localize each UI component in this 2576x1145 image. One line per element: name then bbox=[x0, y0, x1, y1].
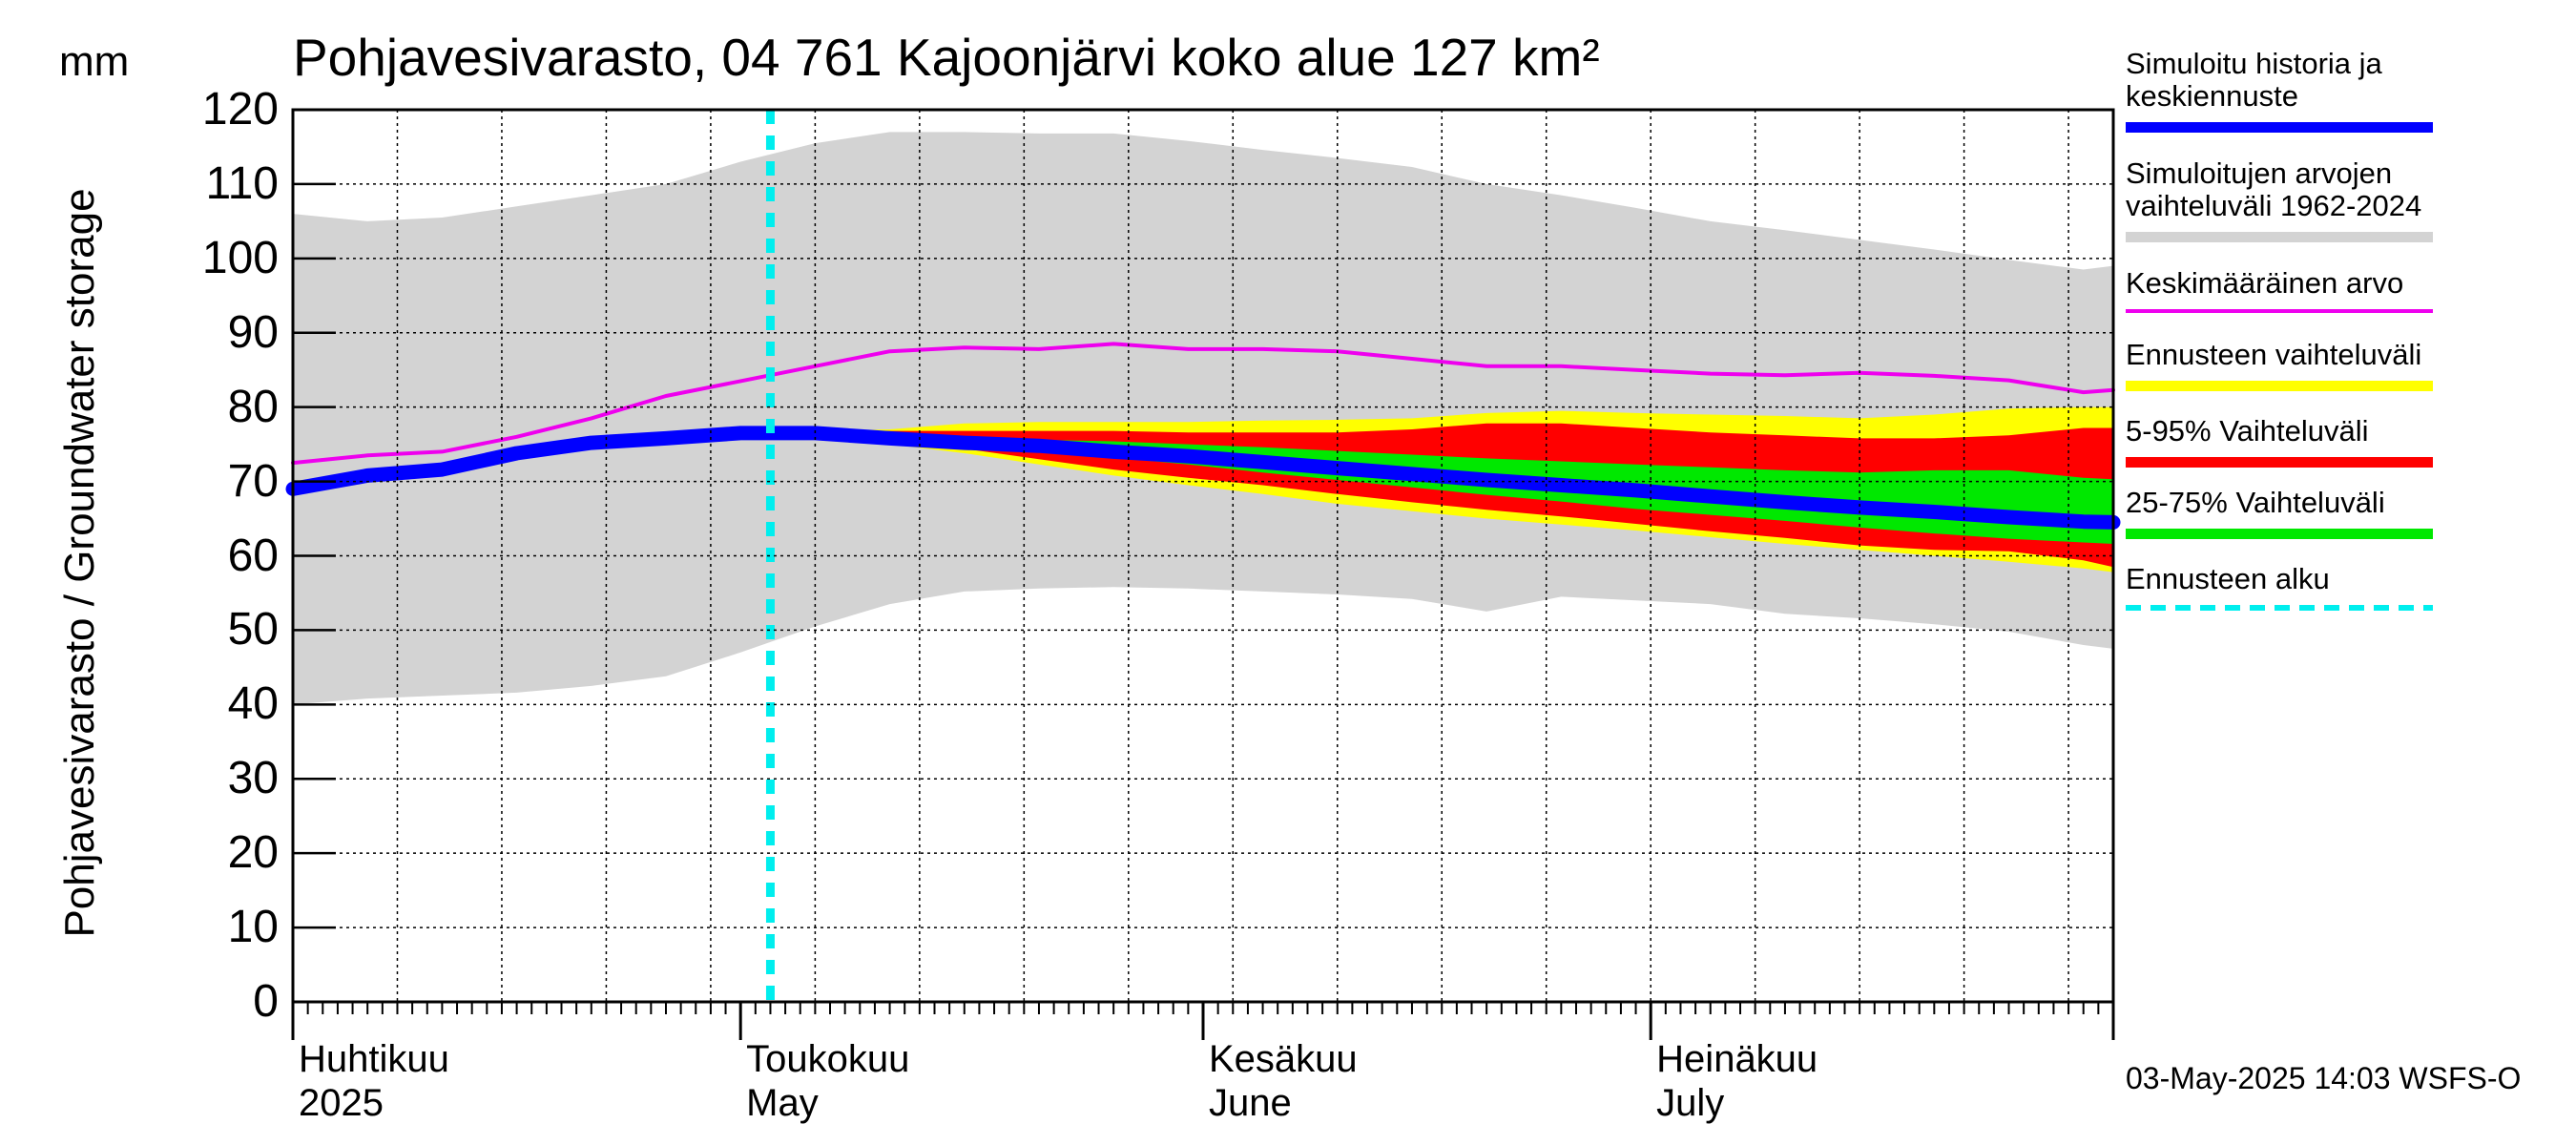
legend-swatch bbox=[2126, 122, 2433, 133]
y-tick-label: 10 bbox=[227, 902, 279, 953]
legend-swatch bbox=[2126, 605, 2433, 611]
x-month-label: Huhtikuu 2025 bbox=[299, 1037, 449, 1125]
line-keskim-r-inen-arvo bbox=[291, 342, 2115, 466]
y-axis-label: Pohjavesivarasto / Groundwater storage bbox=[56, 188, 103, 938]
legend-label: Keskimääräinen arvo bbox=[2126, 266, 2404, 300]
x-month-label-line2: 2025 bbox=[299, 1082, 384, 1124]
x-month-label-line2: July bbox=[1656, 1082, 1725, 1124]
legend-item-simuloitujen-arvojen: Simuloitujen arvojen vaihteluväli 1962-2… bbox=[2126, 156, 2441, 242]
y-tick-label: 90 bbox=[227, 306, 279, 358]
x-month-label-line1: Heinäkuu bbox=[1656, 1038, 1818, 1080]
y-tick-label: 0 bbox=[253, 976, 279, 1027]
legend-swatch bbox=[2126, 457, 2433, 468]
y-tick-label: 40 bbox=[227, 678, 279, 730]
legend-label: 5-95% Vaihteluväli bbox=[2126, 414, 2369, 448]
y-tick-label: 50 bbox=[227, 604, 279, 656]
x-month-label-line1: Toukokuu bbox=[746, 1038, 910, 1080]
legend-item-ennusteen-alku: Ennusteen alku bbox=[2126, 562, 2441, 611]
legend-swatch bbox=[2126, 529, 2433, 539]
legend-swatch bbox=[2126, 381, 2433, 391]
legend-swatch bbox=[2126, 232, 2433, 242]
legend-swatch bbox=[2126, 309, 2433, 313]
x-month-label: Kesäkuu June bbox=[1209, 1037, 1358, 1125]
unit-label: mm bbox=[59, 38, 130, 85]
legend-label: 25-75% Vaihteluväli bbox=[2126, 486, 2385, 519]
band-5-95-vaihteluv-li bbox=[770, 423, 2113, 568]
legend-item-5-95-vaihteluv-li: 5-95% Vaihteluväli bbox=[2126, 414, 2441, 468]
legend-item-ennusteen-vaihteluv-li: Ennusteen vaihteluväli bbox=[2126, 338, 2441, 391]
y-tick-label: 20 bbox=[227, 827, 279, 879]
band-simuloitujen-arvojen bbox=[293, 132, 2113, 705]
grid bbox=[293, 110, 2113, 1002]
legend-item-25-75-vaihteluv-li: 25-75% Vaihteluväli bbox=[2126, 486, 2441, 539]
y-tick-label: 60 bbox=[227, 530, 279, 581]
y-tick-label: 30 bbox=[227, 753, 279, 804]
x-month-label-line1: Huhtikuu bbox=[299, 1038, 449, 1080]
legend-label: Ennusteen vaihteluväli bbox=[2126, 338, 2422, 371]
legend-label: Ennusteen alku bbox=[2126, 562, 2330, 595]
y-tick-label: 110 bbox=[205, 157, 279, 209]
y-tick-label: 100 bbox=[201, 232, 279, 283]
x-month-label: Heinäkuu July bbox=[1656, 1037, 1818, 1125]
legend-label: Simuloitu historia ja keskiennuste bbox=[2126, 47, 2382, 113]
y-tick-label: 80 bbox=[227, 381, 279, 432]
line-simuloitu-historia-ja bbox=[285, 426, 2121, 530]
x-month-label-line2: May bbox=[746, 1082, 819, 1124]
x-month-label-line1: Kesäkuu bbox=[1209, 1038, 1358, 1080]
axes-frame bbox=[291, 108, 2115, 1040]
x-month-label-line2: June bbox=[1209, 1082, 1292, 1124]
band-25-75-vaihteluv-li bbox=[770, 432, 2113, 544]
legend-item-simuloitu-historia-ja: Simuloitu historia ja keskiennuste bbox=[2126, 47, 2441, 133]
legend-item-keskim-r-inen-arvo: Keskimääräinen arvo bbox=[2126, 266, 2441, 313]
timestamp: 03-May-2025 14:03 WSFS-O bbox=[2126, 1061, 2522, 1095]
x-month-label: Toukokuu May bbox=[746, 1037, 909, 1125]
y-tick-label: 70 bbox=[227, 455, 279, 507]
y-tick-label: 120 bbox=[201, 84, 279, 135]
legend-label: Simuloitujen arvojen vaihteluväli 1962-2… bbox=[2126, 156, 2422, 222]
chart-title: Pohjavesivarasto, 04 761 Kajoonjärvi kok… bbox=[293, 28, 1600, 87]
